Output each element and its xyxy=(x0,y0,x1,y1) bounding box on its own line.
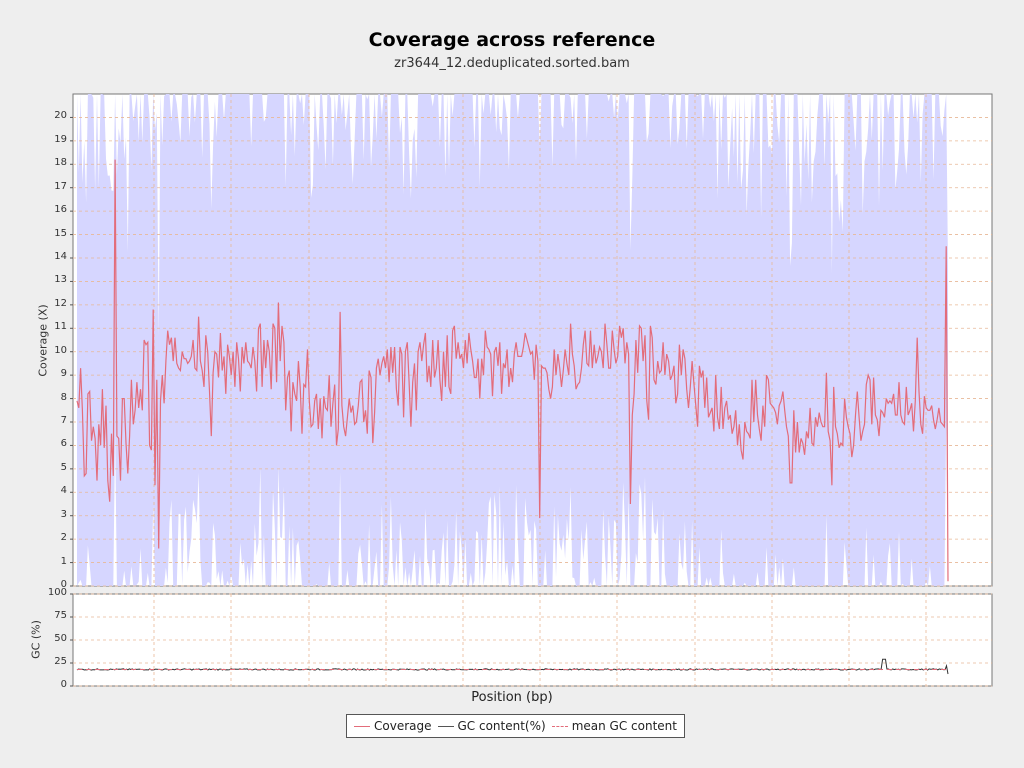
legend-item-gc: GC content(%) xyxy=(437,719,546,733)
legend-item-coverage: Coverage xyxy=(354,719,432,733)
coverage-tick-label: 18 xyxy=(54,157,67,169)
x-axis-label: Position (bp) xyxy=(471,690,553,705)
gc-tick-label: 50 xyxy=(54,633,67,644)
coverage-tick-label: 14 xyxy=(54,251,67,262)
coverage-tick-label: 10 xyxy=(54,344,67,356)
coverage-series-line xyxy=(76,159,949,582)
legend-label-coverage: Coverage xyxy=(374,719,432,733)
gc-tick-label: 75 xyxy=(54,610,67,621)
coverage-tick-label: 5 xyxy=(60,461,67,473)
coverage-tick-label: 13 xyxy=(54,274,67,286)
legend-swatch-gc xyxy=(437,725,454,727)
gc-tick-label: 100 xyxy=(47,587,67,598)
coverage-tick-label: 2 xyxy=(60,532,67,544)
chart-title: Coverage across reference xyxy=(368,29,656,51)
legend-swatch-coverage xyxy=(354,725,370,727)
coverage-tick-label: 7 xyxy=(60,415,67,426)
coverage-tick-label: 3 xyxy=(60,508,67,520)
coverage-tick-label: 9 xyxy=(60,368,67,380)
coverage-tick-label: 20 xyxy=(54,110,67,122)
coverage-tick-label: 11 xyxy=(54,321,67,333)
legend: Coverage GC content(%) mean GC content xyxy=(346,714,685,738)
coverage-tick-label: 0 xyxy=(60,579,67,590)
coverage-tick-label: 19 xyxy=(54,133,67,145)
coverage-std-band xyxy=(77,94,948,586)
gc-tick-label: 25 xyxy=(54,656,67,667)
chart-subtitle: zr3644_12.deduplicated.sorted.bam xyxy=(394,56,630,71)
coverage-tick-label: 6 xyxy=(60,438,67,450)
legend-label-gc: GC content(%) xyxy=(457,719,546,733)
legend-swatch-mean-gc xyxy=(551,725,568,727)
coverage-tick-label: 8 xyxy=(60,391,67,403)
coverage-tick-label: 12 xyxy=(54,297,67,309)
legend-label-mean-gc: mean GC content xyxy=(571,719,677,733)
coverage-tick-label: 16 xyxy=(54,204,67,216)
coverage-tick-label: 4 xyxy=(60,485,67,497)
legend-item-mean-gc: mean GC content xyxy=(551,719,677,733)
coverage-tick-label: 15 xyxy=(54,227,67,239)
coverage-tick-label: 1 xyxy=(60,555,67,567)
gc-tick-label: 0 xyxy=(60,679,67,690)
coverage-tick-label: 17 xyxy=(54,180,67,192)
